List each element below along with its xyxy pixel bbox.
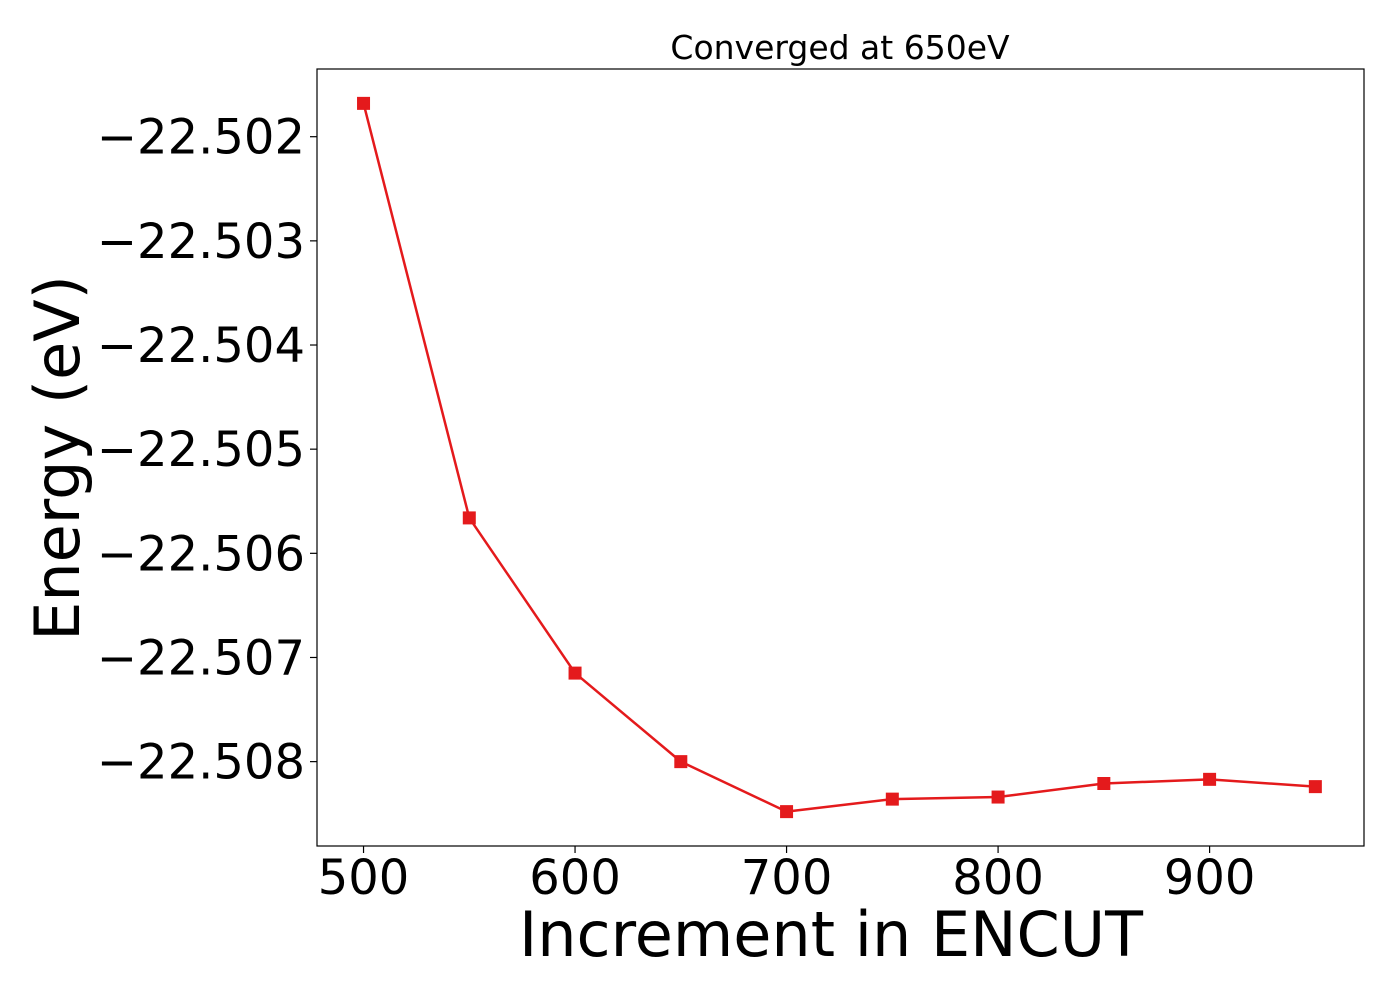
series-layer [357,96,1322,819]
plot-area-frame [316,68,1365,847]
y-tick-label: −22.505 [97,422,305,478]
x-tick-label: 500 [318,850,410,906]
x-tick-label: 900 [1164,850,1256,906]
data-point [357,96,371,110]
y-tick-label: −22.506 [97,526,305,582]
y-tick-label: −22.507 [97,630,305,686]
data-point [1203,772,1217,786]
x-tick-label: 800 [952,850,1044,906]
x-axis-title: Increment in ENCUT [519,898,1144,971]
y-tick-label: −22.502 [97,110,305,166]
data-point [991,790,1005,804]
data-point [885,792,899,806]
x-axis: 500 600 700 800 900 [318,846,1256,906]
y-axis-title: Energy (eV) [21,275,94,641]
y-tick-label: −22.503 [97,214,305,270]
y-tick-label: −22.504 [97,318,305,374]
series-line [362,103,1316,813]
data-point [1097,777,1111,791]
y-tick-label: −22.508 [97,735,305,791]
x-tick-label: 700 [741,850,833,906]
data-point [780,805,794,819]
data-point [1308,780,1322,794]
data-point [462,511,476,525]
data-point [674,755,688,769]
x-tick-label: 600 [529,850,621,906]
chart-title: Converged at 650eV [670,28,1010,67]
data-point [568,666,582,680]
y-axis: −22.502 −22.503 −22.504 −22.505 −22.506 −22.5… [97,110,317,791]
